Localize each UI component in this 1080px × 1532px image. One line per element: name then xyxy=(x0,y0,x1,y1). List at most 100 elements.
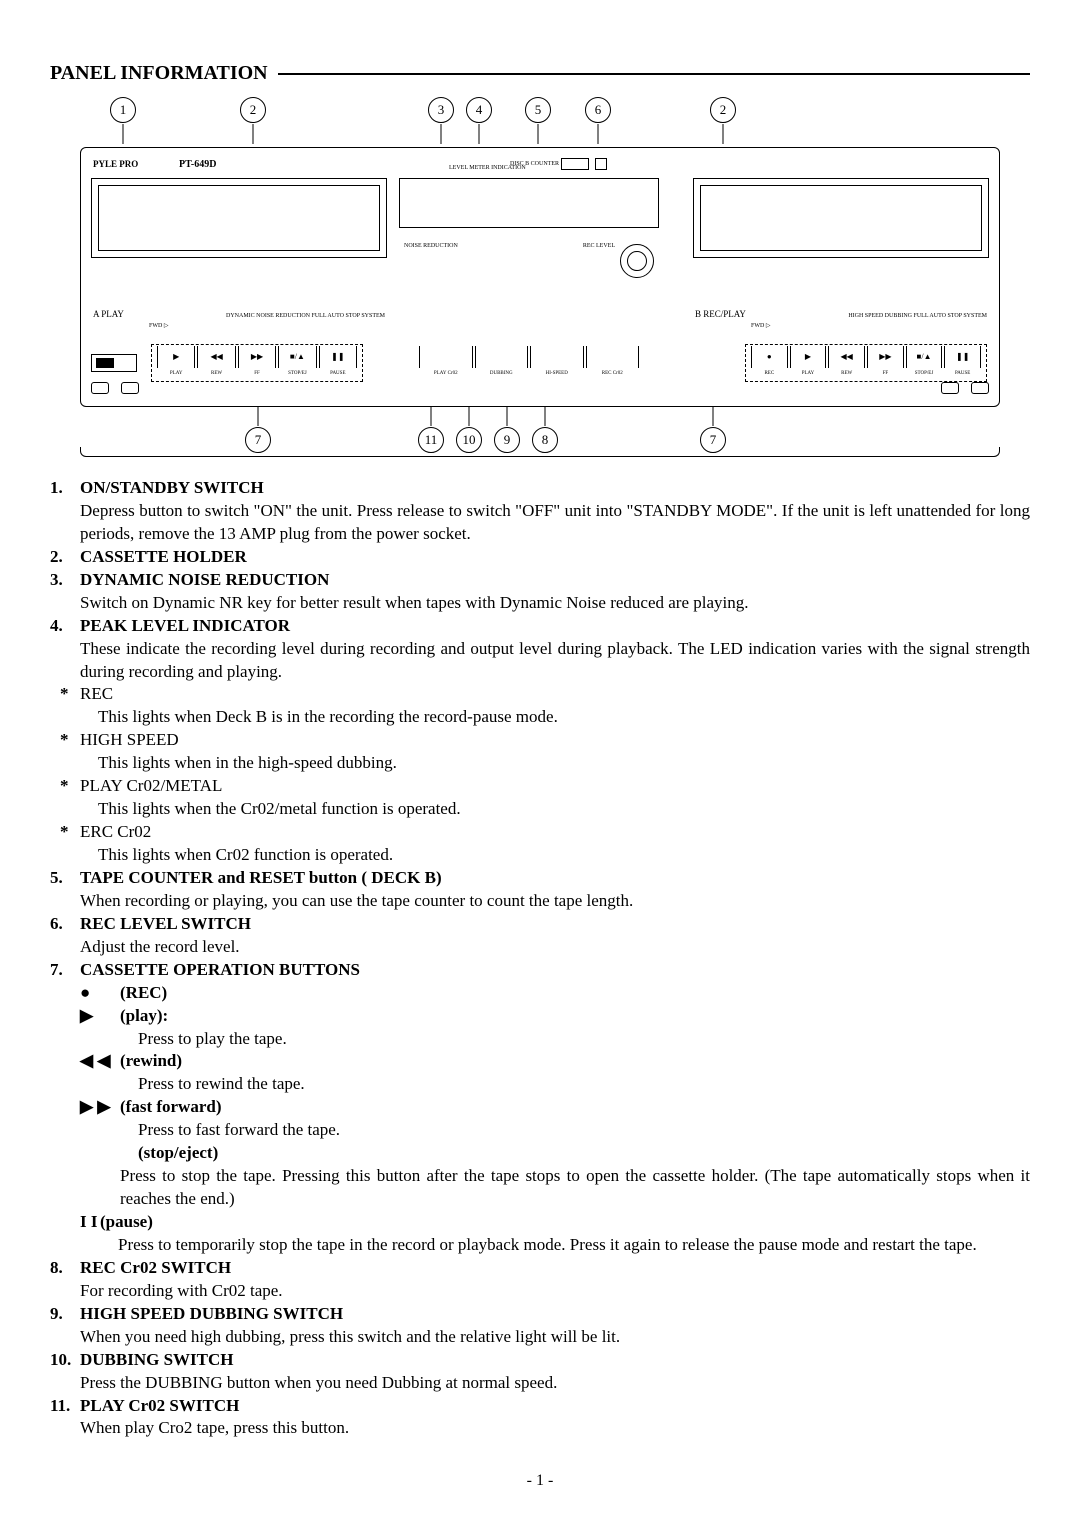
callout-2: 2 xyxy=(710,97,736,123)
panel-button: ◀◀REW xyxy=(828,346,865,368)
section-title: PANEL INFORMATION xyxy=(50,60,1030,87)
op-play: ▶ (play): Press to play the tape. xyxy=(80,1005,1030,1051)
item-num: 5. xyxy=(50,867,80,913)
item-title: TAPE COUNTER and RESET button ( DECK B) xyxy=(80,867,1030,890)
item-title: CASSETTE HOLDER xyxy=(80,546,1030,569)
item-title: CASSETTE OPERATION BUTTONS xyxy=(80,959,1030,982)
page-number: - 1 - xyxy=(50,1470,1030,1492)
op-title: (REC) xyxy=(120,983,167,1002)
star-high-speed: * HIGH SPEED This lights when in the hig… xyxy=(60,729,1030,775)
panel-button: ●REC xyxy=(751,346,788,368)
item-num: 3. xyxy=(50,569,80,615)
item-9: 9. HIGH SPEED DUBBING SWITCH When you ne… xyxy=(50,1303,1030,1349)
item-title: DYNAMIC NOISE REDUCTION xyxy=(80,569,1030,592)
item-desc: These indicate the recording level durin… xyxy=(80,638,1030,684)
item-title: HIGH SPEED xyxy=(80,730,179,749)
op-symbol: ◀ ◀ xyxy=(80,1050,120,1096)
tape-counter xyxy=(561,158,589,170)
item-desc: Press the DUBBING button when you need D… xyxy=(80,1372,1030,1395)
op-desc: Press to temporarily stop the tape in th… xyxy=(118,1234,1030,1257)
deck-b-fwd: FWD ▷ xyxy=(751,322,770,330)
cassette-holder-a xyxy=(91,178,387,258)
description-list: 1. ON/STANDBY SWITCH Depress button to s… xyxy=(50,477,1030,1440)
deck-a-sub: DYNAMIC NOISE REDUCTION FULL AUTO STOP S… xyxy=(226,312,385,320)
item-desc: This lights when in the high-speed dubbi… xyxy=(98,752,1030,775)
callout-3: 3 xyxy=(428,97,454,123)
item-desc: Adjust the record level. xyxy=(80,936,1030,959)
op-title: (pause) xyxy=(100,1212,153,1231)
op-symbol xyxy=(80,1142,120,1211)
callout-9: 9 xyxy=(494,427,520,453)
item-desc: Switch on Dynamic NR key for better resu… xyxy=(80,592,1030,615)
item-title: REC Cr02 SWITCH xyxy=(80,1257,1030,1280)
power-switch xyxy=(91,354,137,372)
section-title-rule xyxy=(278,73,1030,75)
rec-level-label: REC LEVEL xyxy=(583,242,615,250)
item-8: 8. REC Cr02 SWITCH For recording with Cr… xyxy=(50,1257,1030,1303)
callout-2: 2 xyxy=(240,97,266,123)
callout-10: 10 xyxy=(456,427,482,453)
op-fast-forward: ▶ ▶ (fast forward) Press to fast forward… xyxy=(80,1096,1030,1142)
op-desc: Press to fast forward the tape. xyxy=(138,1119,1030,1142)
op-desc: Press to play the tape. xyxy=(138,1028,1030,1051)
item-desc: This lights when Cr02 function is operat… xyxy=(98,844,1030,867)
section-title-text: PANEL INFORMATION xyxy=(50,60,268,87)
callout-11: 11 xyxy=(418,427,444,453)
item-title: PLAY Cr02 SWITCH xyxy=(80,1395,1030,1418)
deck-b: FWD ▷ B REC/PLAY HIGH SPEED DUBBING FULL… xyxy=(691,156,991,338)
op-desc: Press to stop the tape. Pressing this bu… xyxy=(120,1165,1030,1211)
item-title: REC xyxy=(80,684,113,703)
callout-row-bottom: 71110987 xyxy=(50,427,1030,457)
front-panel: PYLE PRO PT-649D FWD ▷ A PLAY DYNAMIC NO… xyxy=(80,147,1000,407)
op-desc: Press to rewind the tape. xyxy=(138,1073,1030,1096)
item-title: PLAY Cr02/METAL xyxy=(80,776,222,795)
buttons-deck-b: ●REC▶PLAY◀◀REW▶▶FF■/▲STOP/EJ❚❚PAUSE xyxy=(751,346,981,368)
callout-4: 4 xyxy=(466,97,492,123)
item-num: 6. xyxy=(50,913,80,959)
panel-button: ▶▶FF xyxy=(238,346,276,368)
headphone-jack-left xyxy=(91,382,139,394)
model-number: PT-649D xyxy=(179,158,216,172)
callout-7: 7 xyxy=(700,427,726,453)
panel-button: ❚❚PAUSE xyxy=(944,346,981,368)
panel-button: ■/▲STOP/EJ xyxy=(906,346,943,368)
center-section: LEVEL METER INDICATION DISC B COUNTER NO… xyxy=(399,156,659,338)
item-title: PEAK LEVEL INDICATOR xyxy=(80,615,1030,638)
op-rewind: ◀ ◀ (rewind) Press to rewind the tape. xyxy=(80,1050,1030,1096)
item-num: 11. xyxy=(50,1395,80,1441)
panel-button: ◀◀REW xyxy=(197,346,235,368)
op-title: (stop/eject) xyxy=(138,1143,218,1162)
deck-b-sub: HIGH SPEED DUBBING FULL AUTO STOP SYSTEM xyxy=(848,312,987,320)
deck-b-label: B REC/PLAY xyxy=(695,308,746,320)
buttons-deck-a: ▶PLAY◀◀REW▶▶FF■/▲STOP/EJ❚❚PAUSE xyxy=(157,346,357,368)
op-title: (play): xyxy=(120,1006,168,1025)
panel-diagram: 1234562 PYLE PRO PT-649D FWD ▷ A PLAY DY… xyxy=(50,97,1030,457)
op-symbol: ▶ xyxy=(80,1005,120,1051)
item-desc: This lights when Deck B is in the record… xyxy=(98,706,1030,729)
op-stop-eject: (stop/eject) Press to stop the tape. Pre… xyxy=(80,1142,1030,1211)
callout-5: 5 xyxy=(525,97,551,123)
panel-button: REC Cr02 xyxy=(586,346,640,368)
panel-button: PLAY Cr02 xyxy=(419,346,473,368)
item-num: 8. xyxy=(50,1257,80,1303)
counter-reset xyxy=(595,158,607,170)
item-1: 1. ON/STANDBY SWITCH Depress button to s… xyxy=(50,477,1030,546)
panel-button: HI-SPEED xyxy=(530,346,584,368)
headphone-jack-right xyxy=(941,382,989,394)
panel-button: ■/▲STOP/EJ xyxy=(278,346,316,368)
item-10: 10. DUBBING SWITCH Press the DUBBING but… xyxy=(50,1349,1030,1395)
item-desc: When you need high dubbing, press this s… xyxy=(80,1326,1030,1349)
rec-level-knob xyxy=(620,244,654,278)
op-symbol: ▶ ▶ xyxy=(80,1096,120,1142)
item-num: 7. xyxy=(50,959,80,982)
item-title: HIGH SPEED DUBBING SWITCH xyxy=(80,1303,1030,1326)
item-num: 9. xyxy=(50,1303,80,1349)
item-num: 4. xyxy=(50,615,80,684)
item-title: DUBBING SWITCH xyxy=(80,1349,1030,1372)
star-rec: * REC This lights when Deck B is in the … xyxy=(60,683,1030,729)
cassette-holder-b xyxy=(693,178,989,258)
panel-button: DUBBING xyxy=(475,346,529,368)
item-desc: Depress button to switch "ON" the unit. … xyxy=(80,500,1030,546)
op-rec: ● (REC) xyxy=(80,982,1030,1005)
item-desc: For recording with Cr02 tape. xyxy=(80,1280,1030,1303)
